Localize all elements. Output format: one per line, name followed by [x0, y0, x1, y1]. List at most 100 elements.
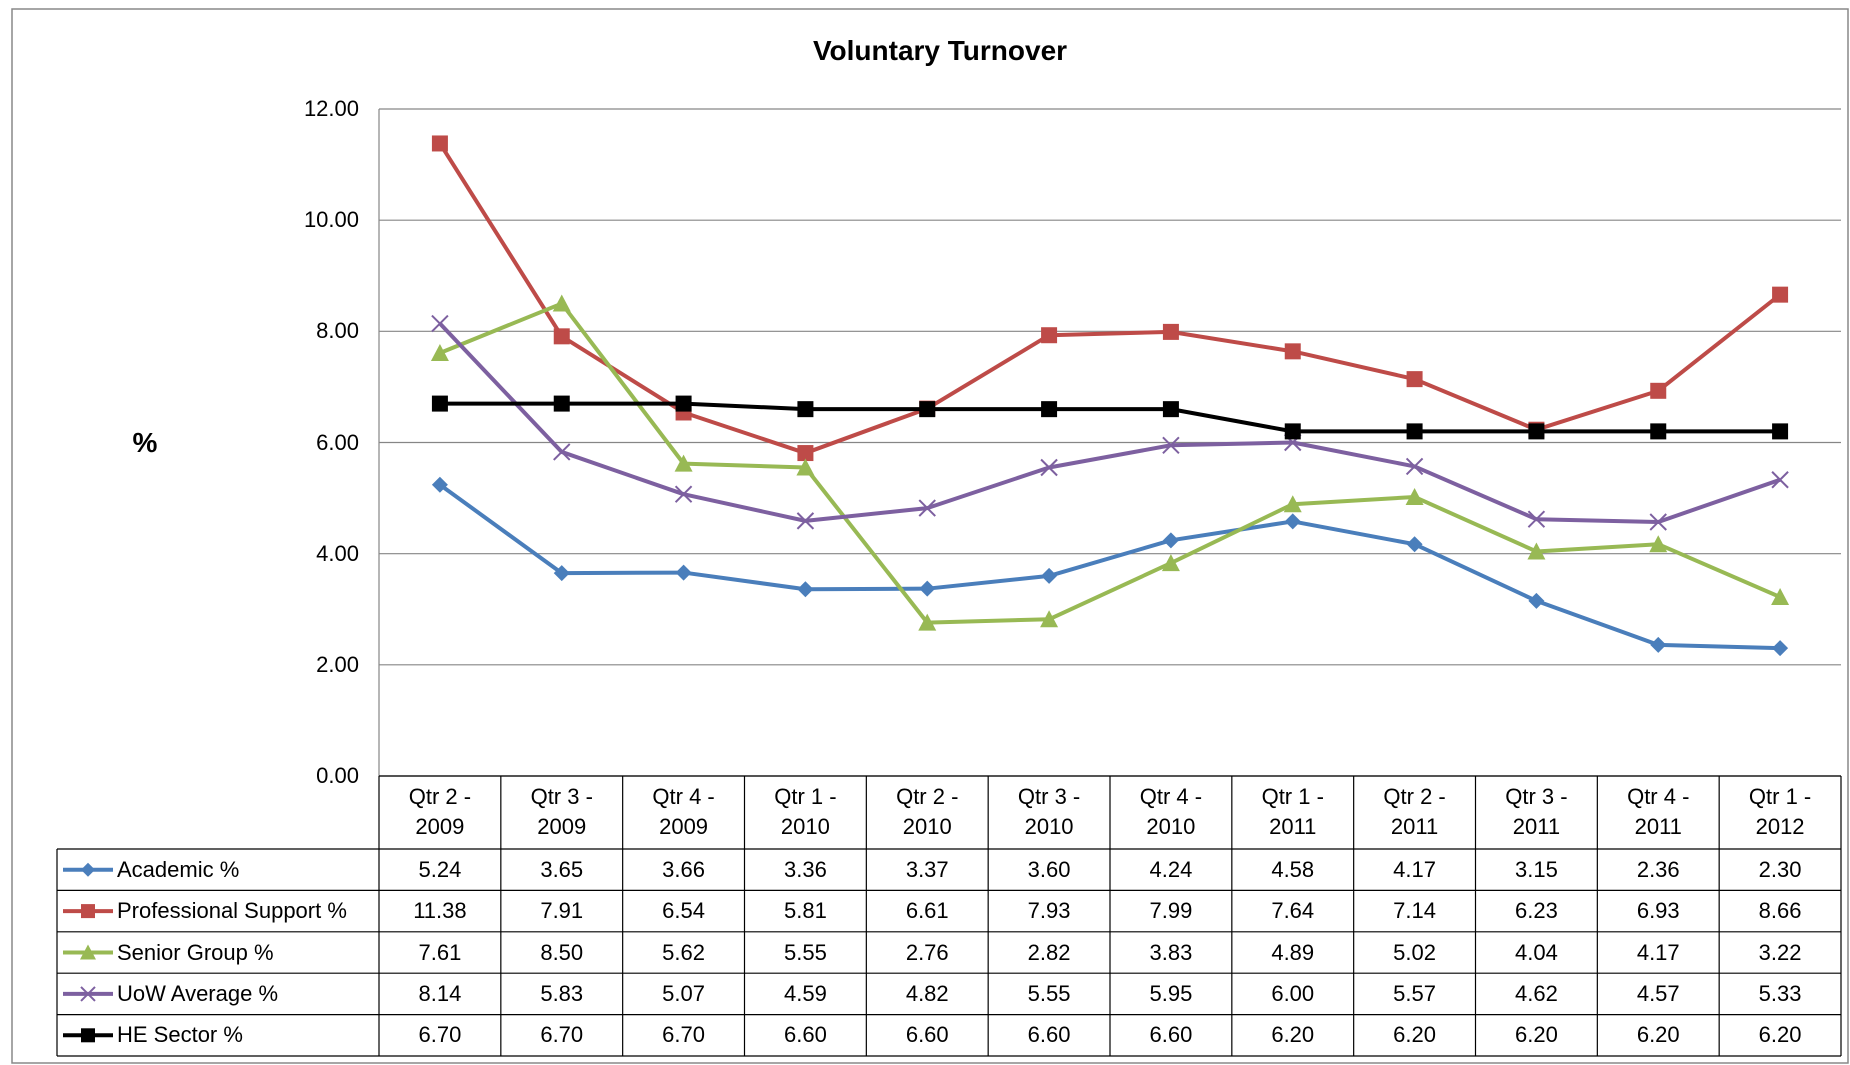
marker — [1527, 542, 1546, 560]
x-tick-label: Qtr 2 - 2011 — [1383, 784, 1446, 839]
marker — [918, 613, 937, 631]
table-value: 4.57 — [1636, 980, 1680, 1006]
x-tick-label: Qtr 2 - 2009 — [408, 784, 472, 839]
legend-label: Professional Support % — [117, 898, 347, 924]
table-value: 6.20 — [1393, 1022, 1436, 1048]
legend-label: Academic % — [117, 856, 240, 882]
marker — [1162, 532, 1179, 549]
marker — [796, 458, 815, 476]
table-value: 5.55 — [783, 939, 827, 965]
table-value: 5.62 — [662, 939, 705, 965]
y-tick-label: 8.00 — [316, 318, 359, 344]
x-tick-label: Qtr 3 - 2011 — [1505, 784, 1568, 839]
table-value: 8.14 — [418, 980, 462, 1006]
marker — [552, 294, 571, 312]
marker — [553, 395, 570, 412]
table-value: 5.24 — [418, 856, 462, 882]
table-value: 4.89 — [1271, 939, 1315, 965]
table-value: 4.59 — [783, 980, 827, 1006]
table-value: 3.36 — [783, 856, 827, 882]
x-tick-label: Qtr 4 - 2011 — [1627, 784, 1690, 839]
marker — [430, 344, 449, 362]
marker — [553, 565, 570, 582]
table-value: 2.76 — [905, 939, 949, 965]
table-value: 6.23 — [1514, 898, 1558, 924]
table-value: 3.60 — [1027, 856, 1071, 882]
marker — [1772, 640, 1789, 657]
marker — [1772, 423, 1789, 440]
table-value: 4.24 — [1149, 856, 1193, 882]
x-tick-label: Qtr 1 - 2012 — [1748, 784, 1812, 839]
table-value: 2.30 — [1758, 856, 1802, 882]
table-value: 5.02 — [1393, 939, 1436, 965]
table-value: 5.55 — [1027, 980, 1071, 1006]
table-value: 6.20 — [1636, 1022, 1680, 1048]
marker — [1772, 286, 1789, 303]
series-line — [439, 401, 1781, 434]
marker — [81, 904, 95, 919]
table-value: 4.17 — [1636, 939, 1680, 965]
table-value: 4.62 — [1514, 980, 1558, 1006]
marker — [919, 580, 936, 597]
marker — [797, 401, 814, 418]
marker — [431, 314, 449, 333]
marker — [797, 581, 814, 598]
table-value: 7.61 — [418, 939, 462, 965]
marker — [553, 443, 571, 461]
marker — [1040, 610, 1059, 628]
x-tick-label: Qtr 1 - 2011 — [1261, 784, 1324, 839]
table-value: 6.93 — [1636, 898, 1680, 924]
y-tick-label: 2.00 — [316, 651, 359, 677]
y-tick-label: 4.00 — [316, 540, 359, 566]
table-value: 3.37 — [905, 856, 949, 882]
marker — [553, 328, 570, 345]
marker — [1284, 343, 1301, 360]
table-value: 6.60 — [783, 1022, 827, 1048]
marker — [81, 862, 95, 877]
marker — [1527, 510, 1546, 528]
series-line — [439, 301, 1781, 625]
marker — [1650, 382, 1667, 399]
marker — [1161, 554, 1180, 572]
marker — [1771, 471, 1789, 489]
marker — [80, 986, 96, 1002]
series-line — [438, 483, 1781, 651]
table-value: 4.04 — [1514, 939, 1558, 965]
table-value: 8.50 — [540, 939, 584, 965]
table-value: 4.17 — [1393, 856, 1436, 882]
marker — [80, 944, 96, 960]
marker — [1528, 592, 1545, 609]
table-value: 6.20 — [1758, 1022, 1802, 1048]
table-value: 3.65 — [540, 856, 584, 882]
table-value: 7.91 — [540, 898, 584, 924]
y-tick-label: 12.00 — [303, 96, 359, 121]
marker — [81, 1028, 95, 1043]
marker — [1406, 371, 1423, 388]
legend-label: UoW Average % — [117, 980, 279, 1006]
marker — [1649, 535, 1668, 553]
x-tick-label: Qtr 4 - 2010 — [1139, 784, 1203, 839]
marker — [1162, 401, 1179, 418]
marker — [1405, 487, 1424, 505]
table-value: 7.99 — [1149, 898, 1193, 924]
table-value: 5.95 — [1149, 980, 1193, 1006]
marker — [674, 485, 693, 503]
x-tick-label: Qtr 1 - 2010 — [774, 784, 837, 839]
marker — [1528, 423, 1545, 440]
marker — [675, 564, 692, 581]
marker — [1650, 636, 1667, 653]
marker — [1284, 423, 1301, 440]
table-value: 3.83 — [1149, 939, 1193, 965]
marker — [1162, 436, 1180, 454]
table-value: 11.38 — [413, 898, 467, 924]
marker — [1405, 457, 1424, 476]
marker — [797, 445, 814, 462]
marker — [1284, 513, 1301, 530]
marker — [918, 499, 936, 517]
x-tick-label: Qtr 3 - 2009 — [530, 784, 593, 839]
legend-label: HE Sector % — [117, 1022, 243, 1048]
table-value: 6.00 — [1271, 980, 1315, 1006]
table-value: 6.70 — [662, 1022, 705, 1048]
table-value: 7.14 — [1393, 898, 1436, 924]
table-value: 7.64 — [1271, 898, 1315, 924]
